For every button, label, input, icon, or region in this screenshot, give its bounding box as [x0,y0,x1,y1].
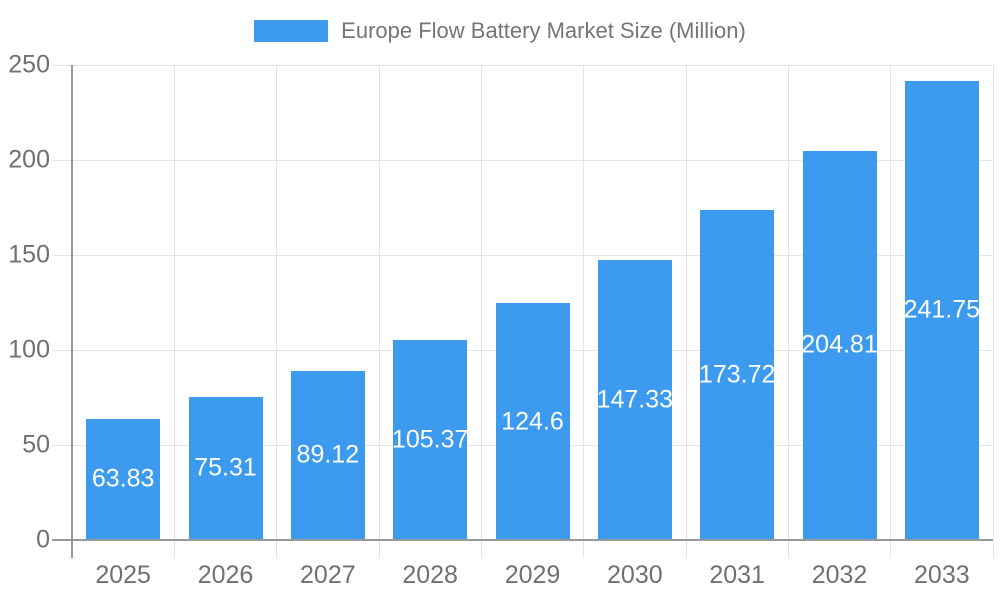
y-gridline [52,254,993,256]
y-gridline [52,159,993,161]
y-axis-tick-label: 200 [8,145,50,174]
bar-2031[interactable] [700,209,775,540]
bar-2032[interactable] [802,150,877,540]
bar-value-label: 147.33 [596,385,674,414]
y-axis-line [71,65,73,558]
y-axis-tick-label: 100 [8,335,50,364]
y-axis-tick-label: 250 [8,50,50,79]
y-gridline [52,64,993,66]
x-gridline [583,65,585,558]
x-axis-tick-label: 2026 [197,561,254,589]
bar-value-label: 204.81 [801,330,878,359]
x-axis-tick-label: 2031 [709,561,765,589]
x-axis-tick-label: 2029 [504,561,561,589]
x-axis-tick-label: 2025 [95,561,151,589]
bar-2027[interactable] [290,370,365,540]
bar-value-label: 75.31 [194,453,257,482]
x-axis-tick-label: 2032 [811,561,868,589]
x-gridline [890,65,892,558]
x-gridline [787,65,789,558]
bar-2029[interactable] [495,303,570,540]
x-gridline [480,65,482,558]
y-axis-tick-label: 50 [22,430,50,459]
y-axis-tick-label: 150 [8,240,50,269]
x-gridline [685,65,687,558]
x-gridline [992,65,994,558]
x-gridline [378,65,380,558]
x-axis-tick-label: 2028 [402,561,458,589]
x-gridline [173,65,175,558]
bar-value-label: 124.6 [501,407,564,436]
bar-2030[interactable] [597,260,672,540]
x-axis-tick-label: 2027 [300,561,356,589]
x-axis-tick-label: 2033 [914,561,970,589]
legend-label: Europe Flow Battery Market Size (Million… [341,18,746,43]
bar-value-label: 105.37 [391,425,469,454]
bar-2026[interactable] [188,396,263,540]
legend-swatch [254,20,329,42]
bar-value-label: 173.72 [698,360,776,389]
x-axis-tick-label: 2030 [607,561,663,589]
y-axis-tick-label: 0 [36,525,50,554]
bar-value-label: 241.75 [903,295,981,324]
bar-2025[interactable] [86,418,161,540]
bar-value-label: 63.83 [91,464,155,493]
bar-2033[interactable] [904,80,979,540]
legend[interactable]: Europe Flow Battery Market Size (Million… [0,18,1000,44]
x-gridline [276,65,278,558]
bar-2028[interactable] [393,339,468,540]
bar-value-label: 89.12 [296,440,360,469]
x-axis-line [52,539,993,541]
